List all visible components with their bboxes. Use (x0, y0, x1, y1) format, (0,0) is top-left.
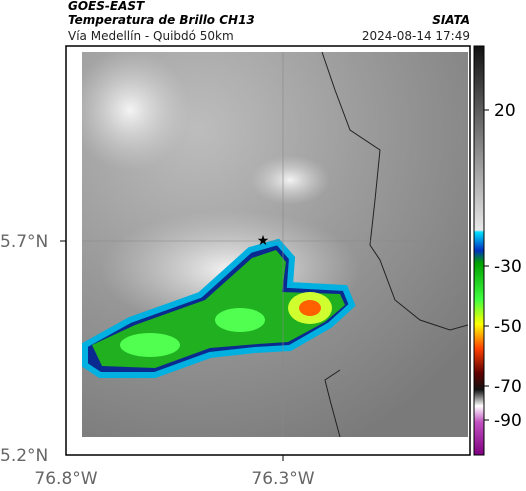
lon-label: 76.3°W (251, 469, 314, 489)
region: Vía Medellín - Quibdó 50km (68, 29, 234, 43)
timestamp: 2024-08-14 17:49 (362, 29, 470, 43)
map-frame (65, 45, 471, 456)
product: Temperatura de Brillo CH13 (68, 13, 255, 27)
lat-label: 5.7°N (0, 232, 48, 252)
satellite: GOES-EAST (68, 0, 145, 13)
colorbar-label: -30 (494, 257, 522, 277)
city-marker: ★ (257, 233, 270, 249)
colorbar-label: -50 (494, 317, 522, 337)
colorbar-label: -90 (494, 411, 522, 431)
lon-label: 76.8°W (34, 469, 97, 489)
colorbar-ticks: 20 -30 -50 -70 -90 (484, 101, 522, 431)
lat-label: 5.2°N (0, 446, 48, 466)
colorbar-label: -70 (494, 377, 522, 397)
colorbar-label: 20 (494, 101, 516, 121)
source: SIATA (432, 13, 470, 27)
colorbar (473, 45, 485, 456)
satellite-image (82, 52, 468, 437)
